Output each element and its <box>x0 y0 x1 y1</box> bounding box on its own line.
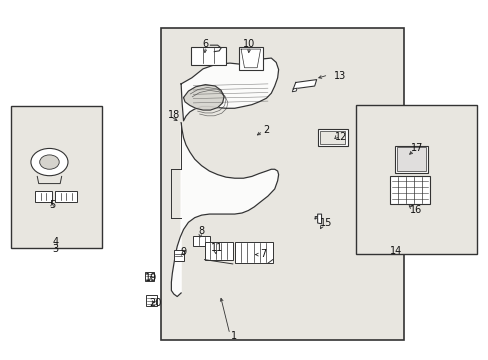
Circle shape <box>40 155 59 169</box>
Text: 3: 3 <box>52 244 58 254</box>
Polygon shape <box>183 85 224 110</box>
Text: 8: 8 <box>198 226 204 236</box>
Text: 2: 2 <box>263 125 269 135</box>
Text: 11: 11 <box>210 243 223 253</box>
Bar <box>160 28 404 339</box>
Text: 12: 12 <box>334 132 346 142</box>
Text: 18: 18 <box>167 111 180 121</box>
Bar <box>394 146 427 173</box>
Text: 10: 10 <box>243 39 255 49</box>
Text: 19: 19 <box>144 273 157 283</box>
Polygon shape <box>292 88 297 92</box>
Text: 6: 6 <box>202 39 208 49</box>
Bar <box>145 272 154 281</box>
Polygon shape <box>315 214 321 224</box>
Text: 13: 13 <box>333 71 345 81</box>
Bar <box>146 296 157 306</box>
Bar <box>234 242 272 263</box>
Bar <box>35 192 52 202</box>
Bar <box>55 192 77 202</box>
Bar <box>320 131 345 144</box>
Text: 15: 15 <box>320 218 332 228</box>
Bar <box>396 147 425 171</box>
Bar <box>204 242 232 260</box>
Text: 5: 5 <box>49 200 55 210</box>
Text: 4: 4 <box>52 237 58 247</box>
Text: 17: 17 <box>410 143 423 153</box>
Text: 7: 7 <box>260 248 265 258</box>
Text: 1: 1 <box>230 331 236 341</box>
Polygon shape <box>181 58 278 121</box>
Polygon shape <box>171 123 278 297</box>
Circle shape <box>31 148 68 176</box>
Bar <box>389 176 429 204</box>
Bar <box>355 105 476 253</box>
Text: 20: 20 <box>149 298 162 308</box>
Bar <box>317 129 347 146</box>
Bar <box>190 46 225 64</box>
Bar <box>238 47 263 69</box>
Bar <box>11 107 102 248</box>
Bar <box>173 250 183 261</box>
Polygon shape <box>293 80 316 89</box>
Text: 9: 9 <box>180 247 186 257</box>
Text: 14: 14 <box>389 246 401 256</box>
Bar <box>192 236 210 246</box>
Text: 16: 16 <box>409 206 422 216</box>
